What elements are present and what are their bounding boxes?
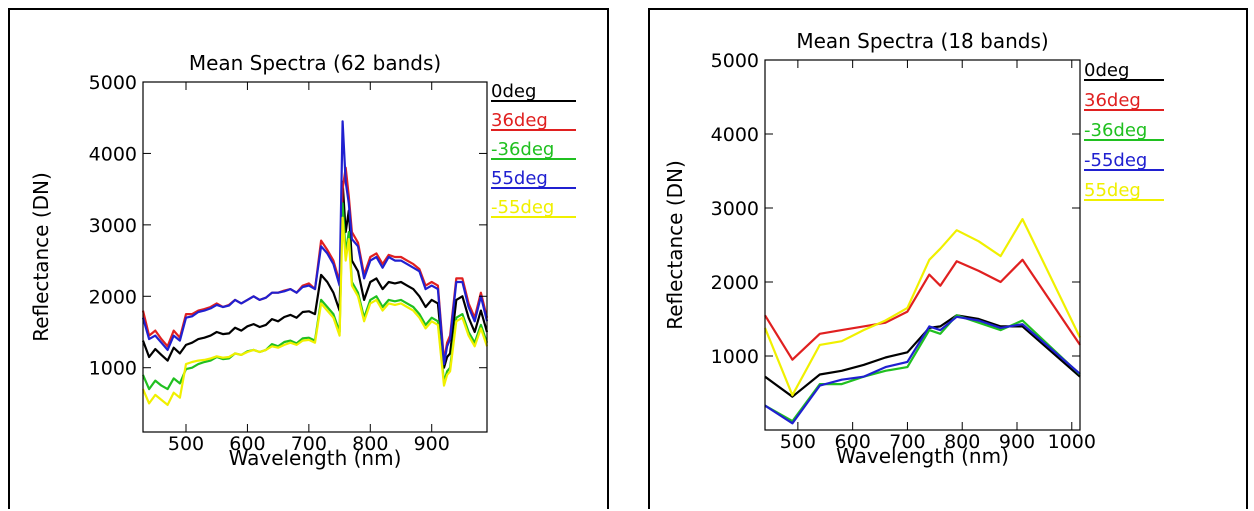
chart0-y-tick-label: 3000 (89, 215, 137, 237)
chart1-title: Mean Spectra (18 bands) (796, 29, 1048, 53)
chart1-y-tick-label: 2000 (711, 272, 759, 294)
chart0-legend--55deg: -55deg (491, 197, 554, 218)
chart1-x-tick-label: 900 (999, 431, 1035, 453)
chart1-series--55deg-line (764, 315, 1081, 425)
chart1-legend-36deg: 36deg (1084, 90, 1141, 111)
chart1-x-tick-label: 600 (835, 431, 871, 453)
chart1-y-tick-label: 3000 (711, 198, 759, 220)
chart0-series--36deg-line (141, 202, 489, 391)
chart0-x-tick-label: 500 (168, 433, 204, 455)
chart0-x-tick-label: 900 (414, 433, 450, 455)
chart1-x-axis-label: Wavelength (nm) (836, 444, 1009, 468)
chart1-y-axis-label: Reflectance (DN) (663, 160, 687, 330)
chart1-y-tick-label: 5000 (711, 50, 759, 72)
chart1-series-36deg-line (764, 258, 1081, 361)
chart1-x-tick-label: 700 (889, 431, 925, 453)
chart0-y-tick-label: 4000 (89, 143, 137, 165)
chart0-y-tick-label: 1000 (89, 358, 137, 380)
chart0-legend--36deg: -36deg (491, 139, 554, 160)
chart1-legend--36deg: -36deg (1084, 120, 1147, 141)
chart0-legend-36deg: 36deg (491, 110, 548, 131)
chart1-series-0deg-line (764, 314, 1081, 398)
chart1-y-tick-label: 4000 (711, 124, 759, 146)
chart0-legend-55deg: 55deg (491, 168, 548, 189)
chart1-x-tick-label: 500 (780, 431, 816, 453)
chart1-series-55deg-line (763, 218, 1081, 397)
chart0-title: Mean Spectra (62 bands) (189, 51, 441, 75)
chart0-y-tick-label: 5000 (89, 72, 137, 94)
chart1-legend-0deg: 0deg (1084, 60, 1129, 81)
chart1-x-tick-label: 800 (944, 431, 980, 453)
chart1-x-tick-label: 1000 (1048, 431, 1096, 453)
left-chart-panel: Mean Spectra (62 bands) Wavelength (nm) Re… (8, 8, 609, 509)
right-chart: Mean Spectra (18 bands) Wavelength (nm) Re… (663, 29, 1164, 468)
chart0-series--55deg-line (141, 216, 489, 406)
chart0-plot-frame (142, 81, 488, 433)
chart0-y-tick-label: 2000 (89, 286, 137, 308)
chart0-series-0deg-line (141, 180, 489, 369)
chart0-x-axis-label: Wavelength (nm) (229, 446, 402, 470)
chart1-legend-55deg: 55deg (1084, 180, 1141, 201)
chart0-series-36deg-line (141, 166, 489, 362)
chart1-series--36deg-line (764, 314, 1081, 423)
chart1-legend--55deg: -55deg (1084, 150, 1147, 171)
left-chart: Mean Spectra (62 bands) Wavelength (nm) Re… (29, 51, 576, 470)
chart0-x-tick-label: 800 (352, 433, 388, 455)
chart0-legend-0deg: 0deg (491, 81, 536, 102)
chart0-x-tick-label: 700 (291, 433, 327, 455)
chart0-y-axis-label: Reflectance (DN) (29, 172, 53, 342)
chart0-x-tick-label: 600 (229, 433, 265, 455)
chart0-series-55deg-line (141, 120, 489, 366)
right-chart-panel: Mean Spectra (18 bands) Wavelength (nm) Re… (648, 8, 1248, 509)
chart1-plot-frame (764, 59, 1081, 431)
chart1-y-tick-label: 1000 (711, 346, 759, 368)
